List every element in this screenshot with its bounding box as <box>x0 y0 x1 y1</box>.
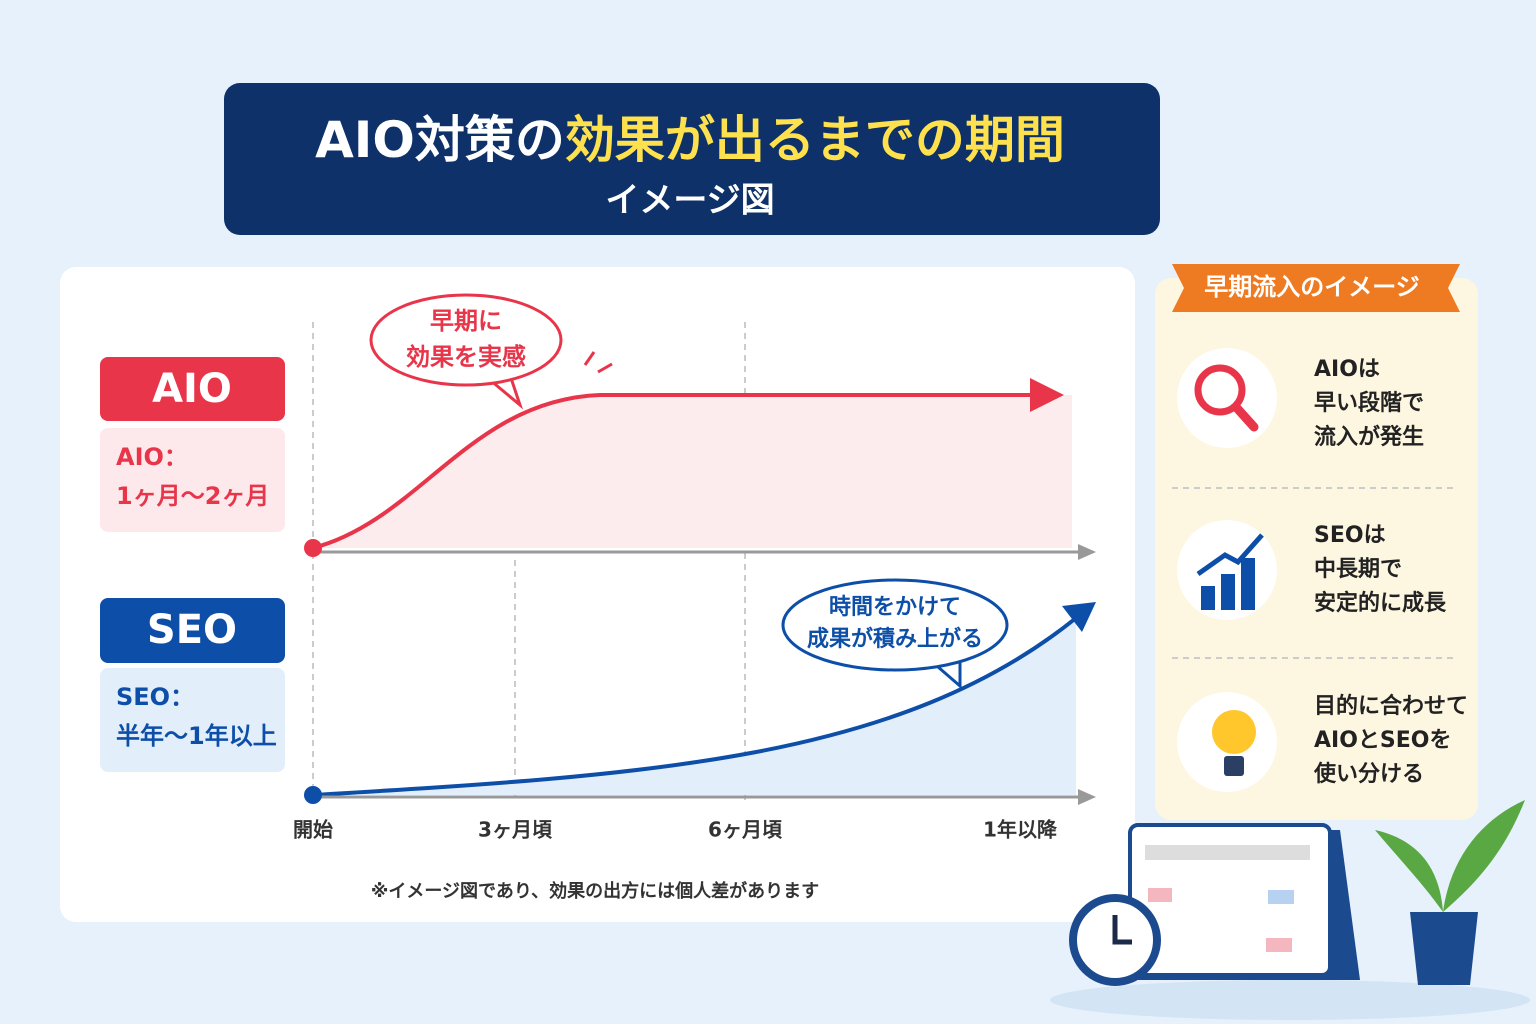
title-highlight: 効果が出るまでの期間 <box>565 111 1065 169</box>
sidebar-text: 早い段階で <box>1314 390 1424 416</box>
title: AIO対策の効果が出るまでの期間 <box>315 111 1065 169</box>
aio-label: AIO <box>152 366 232 412</box>
bar-icon <box>1201 558 1255 610</box>
bulb-base <box>1224 756 1244 776</box>
seo-arrowhead <box>1062 602 1096 632</box>
seo-callout <box>781 578 1009 672</box>
aio-curve <box>312 393 1040 550</box>
aio-start <box>304 539 322 557</box>
aio-period: 1ヶ月〜2ヶ月 <box>116 482 269 510</box>
aio-area <box>313 395 1072 548</box>
callout-text: 成果が積み上がる <box>807 626 983 652</box>
sidebar-text: 安定的に成長 <box>1314 590 1447 616</box>
title-part: AIO対策の <box>315 111 565 169</box>
plant-pot <box>1410 912 1478 985</box>
aio-callout <box>369 293 563 387</box>
calendar-header <box>1145 845 1310 860</box>
sidebar-text: 中長期で <box>1314 557 1402 582</box>
seo-label: SEO <box>147 607 237 653</box>
note: ※イメージ図であり、効果の出方には個人差があります <box>371 880 819 902</box>
x-label: 3ヶ月頃 <box>478 818 553 842</box>
aio-label-box <box>100 357 285 421</box>
icon-bg <box>1177 348 1277 448</box>
sidebar-text: SEOは <box>1314 523 1386 548</box>
x-label: 1年以降 <box>983 818 1058 842</box>
x-label: 6ヶ月頃 <box>708 818 783 842</box>
sidebar-text: 目的に合わせて <box>1314 693 1468 719</box>
seo-area <box>313 618 1076 795</box>
plant-leaves <box>1375 800 1525 912</box>
aio-period-box <box>100 428 285 532</box>
calendar-cell <box>1268 890 1294 904</box>
clock-hands <box>1112 915 1132 945</box>
seo-period: 半年〜1年以上 <box>116 722 277 750</box>
magnifier-icon <box>1194 364 1246 416</box>
sidebar-text: 流入が発生 <box>1314 424 1424 450</box>
sidebar-text: AIOは <box>1314 357 1380 382</box>
seo-start <box>304 786 322 804</box>
sidebar-text: 使い分ける <box>1313 762 1424 787</box>
x-label: 開始 <box>293 818 333 842</box>
seo-label-box <box>100 598 285 663</box>
magnifier-handle <box>1231 402 1259 432</box>
calendar-cell <box>1266 938 1292 952</box>
callout-text: 早期に <box>430 307 502 335</box>
bulb-icon <box>1212 710 1256 754</box>
aio-period-label: AIO： <box>116 443 188 471</box>
calendar-cell <box>1148 888 1172 902</box>
seo-period-label: SEO： <box>116 683 194 711</box>
trend-icon <box>1196 533 1264 577</box>
aio-arrowhead <box>1030 378 1064 412</box>
subtitle: イメージ図 <box>605 181 774 221</box>
sidebar-banner <box>1172 264 1460 312</box>
callout-text: 効果を実感 <box>406 343 526 371</box>
sparkle <box>583 351 613 374</box>
callout-text: 時間をかけて <box>829 595 961 620</box>
axis-arrowhead <box>1078 789 1096 805</box>
shadow <box>1050 980 1530 1020</box>
title-box <box>224 83 1160 235</box>
seo-curve <box>312 616 1078 797</box>
axis-arrowhead <box>1078 544 1096 560</box>
sidebar-title: 早期流入のイメージ <box>1204 273 1420 301</box>
seo-period-box <box>100 668 285 772</box>
sidebar-text: AIOとSEOを <box>1314 728 1452 753</box>
